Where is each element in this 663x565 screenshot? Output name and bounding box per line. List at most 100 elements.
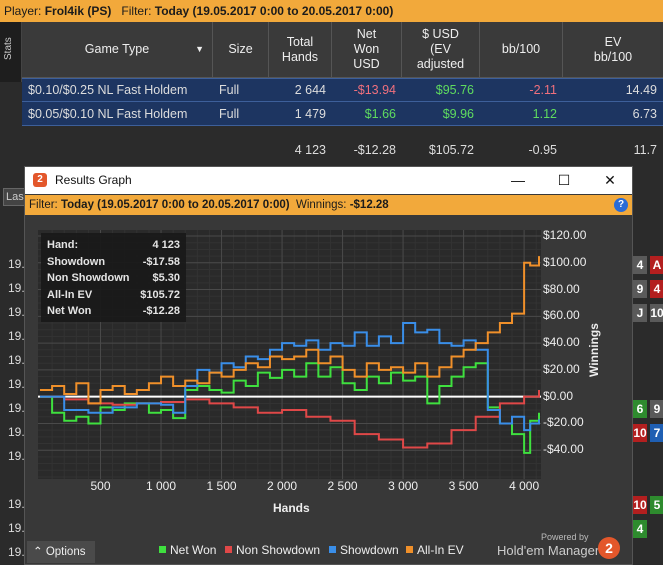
hand-date: 19. — [8, 305, 25, 319]
stat-value: 4 123 — [152, 239, 180, 251]
cell-bb: 1.12 — [532, 106, 557, 121]
player-name[interactable]: Frol4ik (PS) — [44, 4, 112, 18]
maximize-button[interactable]: ☐ — [557, 172, 571, 188]
stat-row: All-In EV $105.72 — [47, 287, 180, 304]
col-bb100[interactable]: bb/100 — [480, 22, 563, 77]
legend-label: Net Won — [170, 543, 217, 557]
filter-value[interactable]: Today (19.05.2017 0:00 to 20.05.2017 0:0… — [154, 4, 394, 18]
minimize-button[interactable]: — — [511, 172, 525, 188]
stat-label: Hand: — [47, 239, 79, 251]
y-tick-label: $20.00 — [543, 361, 580, 376]
cell-evbb: 14.49 — [625, 83, 657, 97]
col-ev-bb100[interactable]: EV bb/100 — [593, 34, 633, 64]
filter-label: Filter: — [121, 4, 152, 18]
col-size[interactable]: Size — [213, 22, 269, 77]
stats-side-tab[interactable]: Stats — [0, 22, 22, 82]
hand-date: 19. — [8, 377, 25, 391]
y-tick-label: -$40.00 — [543, 442, 584, 457]
brand-name: Hold'em Manager — [497, 543, 600, 558]
col-net-won[interactable]: Net Won USD — [332, 22, 402, 77]
stat-row: Non Showdown $5.30 — [47, 270, 180, 287]
stat-row: Showdown -$17.58 — [47, 254, 180, 271]
cell-net: $1.66 — [364, 106, 396, 121]
legend-swatch — [225, 546, 232, 554]
x-tick-label: 4 000 — [509, 479, 540, 493]
results-graph-window: 2 Results Graph — ☐ ✕ Filter: Today (19.… — [24, 166, 633, 565]
y-tick-label: -$20.00 — [543, 415, 584, 430]
col-game-type[interactable]: Game Type ▼ — [22, 22, 213, 77]
card: 4 — [633, 520, 647, 538]
options-button[interactable]: ⌃ Options — [27, 541, 95, 563]
legend-label: Non Showdown — [236, 543, 321, 557]
close-button[interactable]: ✕ — [604, 172, 616, 188]
col-ev-adjusted[interactable]: $ USD (EV adjusted — [402, 22, 480, 77]
y-tick-label: $60.00 — [543, 308, 580, 323]
window-title: Results Graph — [55, 173, 132, 187]
cell-game: $0.10/$0.25 NL Fast Holdem — [28, 83, 188, 97]
legend-net-won[interactable]: Net Won — [159, 543, 216, 557]
x-tick-label: 2 000 — [267, 479, 298, 493]
hand-date: 19. — [8, 497, 25, 511]
card: A — [650, 256, 663, 274]
card: J — [633, 304, 647, 322]
stat-label: Net Won — [47, 305, 92, 317]
legend-non-showdown[interactable]: Non Showdown — [225, 543, 320, 557]
x-tick-label: 3 000 — [388, 479, 419, 493]
card: 9 — [633, 280, 647, 298]
x-axis-title: Hands — [273, 501, 310, 515]
legend-swatch — [406, 546, 413, 554]
card: 4 — [633, 256, 647, 274]
graph-filter-value[interactable]: Today (19.05.2017 0:00 to 20.05.2017 0:0… — [60, 199, 290, 211]
totals-row: 4 123 -$12.28 $105.72 -0.95 11.7 — [22, 138, 663, 162]
table-row[interactable]: $0.05/$0.10 NL Fast Holdem Full 1 479 $1… — [22, 102, 663, 126]
y-tick-label: $120.00 — [543, 228, 587, 242]
x-tick-label: 1 500 — [206, 479, 237, 493]
card: 10 — [633, 424, 647, 442]
player-label: Player: — [4, 4, 42, 18]
stats-tab-label: Stats — [3, 37, 14, 60]
stat-label: Showdown — [47, 255, 106, 268]
card: 7 — [650, 424, 663, 442]
cell-ev: $95.76 — [435, 83, 474, 97]
table-row[interactable]: $0.10/$0.25 NL Fast Holdem Full 2 644 -$… — [22, 78, 663, 102]
cell-hands: 2 644 — [294, 83, 326, 97]
winnings-value: -$12.28 — [349, 199, 389, 211]
app-logo-icon: 2 — [33, 173, 47, 187]
x-tick-label: 2 500 — [327, 479, 358, 493]
col-total-hands[interactable]: Total Hands — [269, 22, 332, 77]
window-titlebar[interactable]: 2 Results Graph — ☐ ✕ — [25, 167, 632, 194]
hand-date: 19. — [8, 401, 25, 415]
graph-filter-label: Filter: — [29, 199, 58, 211]
sort-down-icon[interactable]: ▼ — [195, 44, 204, 54]
stat-row: Hand: 4 123 — [47, 237, 180, 254]
series-line-non-showdown — [40, 389, 540, 449]
powered-by-label: Powered by — [541, 532, 589, 542]
stat-value: -$12.28 — [142, 305, 180, 317]
total-bb: -0.95 — [528, 143, 558, 157]
winnings-label: Winnings: — [296, 199, 347, 211]
stats-table: Game Type ▼ Size Total Hands Net Won USD … — [22, 22, 663, 126]
y-tick-label: $40.00 — [543, 335, 580, 350]
legend-showdown[interactable]: Showdown — [329, 543, 399, 557]
legend-label: All-In EV — [417, 543, 464, 557]
cell-ev: $9.96 — [442, 106, 474, 121]
legend-swatch — [329, 546, 336, 554]
legend-swatch — [159, 546, 166, 554]
x-tick-label: 1 000 — [146, 479, 177, 493]
legend-label: Showdown — [340, 543, 399, 557]
stat-label: Non Showdown — [47, 272, 130, 284]
cell-evbb: 6.73 — [632, 106, 657, 121]
card: 10 — [633, 496, 647, 514]
series-line-all-in-ev — [40, 256, 540, 405]
help-icon[interactable]: ? — [614, 198, 628, 212]
legend-all-in-ev[interactable]: All-In EV — [406, 543, 464, 557]
cell-game: $0.05/$0.10 NL Fast Holdem — [28, 106, 188, 121]
stat-value: $105.72 — [140, 288, 180, 301]
hand-date: 19. — [8, 257, 25, 271]
total-evbb: 11.7 — [633, 143, 657, 157]
hand-date: 19. — [8, 449, 25, 463]
stat-label: All-In EV — [47, 288, 93, 301]
hand-date: 19. — [8, 353, 25, 367]
cell-size: Full — [219, 83, 240, 97]
